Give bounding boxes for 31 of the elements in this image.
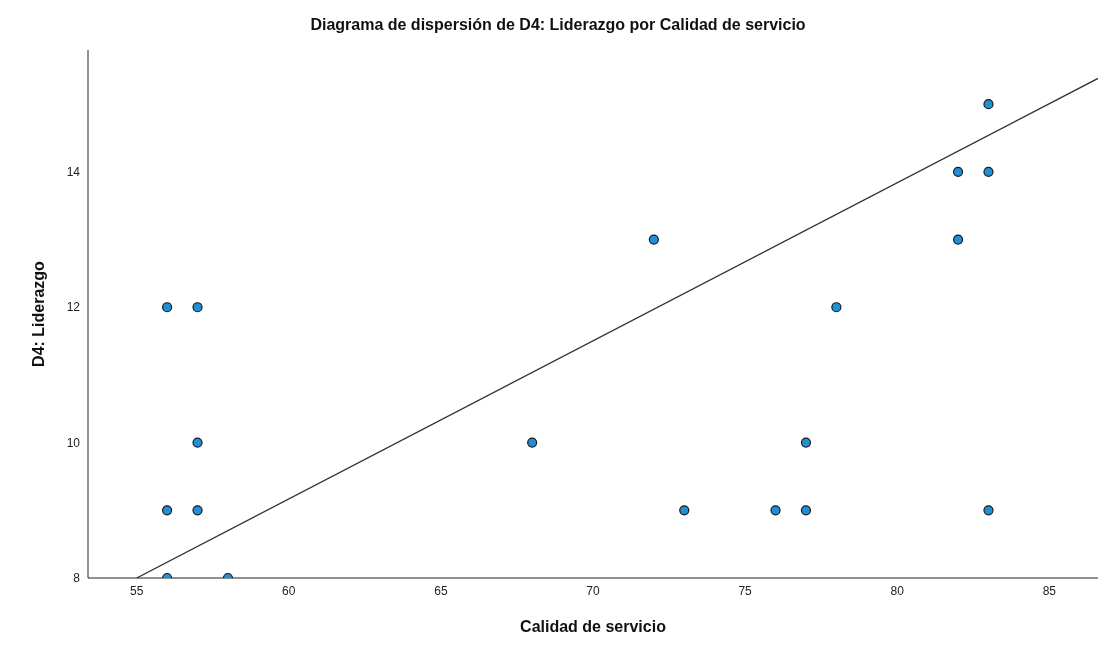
x-tick-label: 80 (890, 583, 905, 598)
y-tick-label: 14 (66, 165, 81, 180)
point (800, 437, 812, 448)
x-tick-label: 55 (130, 583, 144, 598)
y-tick-label: 10 (66, 435, 81, 450)
point (192, 505, 203, 516)
point (679, 505, 690, 516)
x-tick-label: 75 (738, 583, 753, 598)
y-tick-label: 8 (73, 571, 81, 586)
x-tick-label: 70 (586, 583, 600, 598)
y-axis-title: D4: Liderazgo (29, 260, 47, 367)
point (831, 302, 842, 313)
point (162, 505, 173, 516)
chart-title: Diagrama de dispersión de D4: Liderazgo por Calidad de servicio (309, 15, 807, 35)
point (800, 505, 812, 516)
x-tick-label: 85 (1042, 583, 1057, 598)
point (983, 505, 994, 516)
point (952, 166, 964, 177)
x-tick-label: 65 (434, 583, 448, 598)
point (527, 437, 538, 448)
x-tick-label: 60 (282, 583, 296, 598)
point (648, 234, 659, 245)
x-axis-title: Calidad de servicio (520, 618, 667, 635)
point (192, 302, 203, 313)
point (770, 505, 781, 516)
y-tick-label: 12 (66, 300, 81, 315)
point (983, 99, 994, 110)
point (983, 166, 994, 177)
point (192, 437, 203, 448)
point (952, 234, 964, 245)
point (162, 302, 173, 313)
